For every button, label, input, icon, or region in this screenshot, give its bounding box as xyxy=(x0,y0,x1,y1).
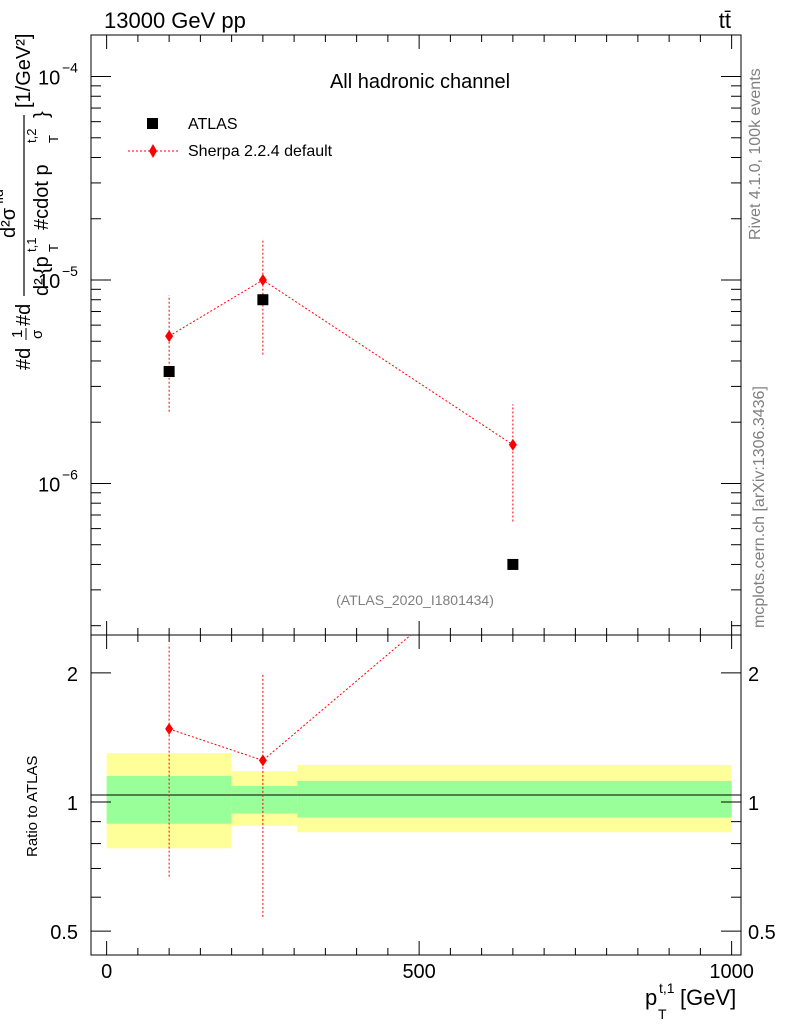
legend-sherpa-marker xyxy=(149,144,157,158)
main-y-tick-exp: −4 xyxy=(62,60,78,76)
ratio-data xyxy=(165,635,412,917)
ratio-y-tick-label-left: 2 xyxy=(67,664,78,686)
main-title: All hadronic channel xyxy=(330,71,510,93)
main-y-tick-label: 10 xyxy=(38,474,60,496)
legend-atlas-marker xyxy=(147,118,158,129)
ylabel-num-sup: fid xyxy=(0,189,6,204)
ylabel-den-t1: t,1 xyxy=(24,238,39,252)
xlabel-p: p xyxy=(645,985,657,1010)
xlabel-units: [GeV] xyxy=(680,985,736,1010)
main-y-label: #d 1 σ #d d²σ fid d² {p t,1 T #cdot p t,… xyxy=(0,34,61,370)
ylabel-frac-den: σ xyxy=(29,329,46,339)
main-panel: 10−410−510−6 All hadronic channel (ATLAS… xyxy=(0,34,742,636)
atlas-point xyxy=(163,366,175,378)
main-data xyxy=(163,238,519,570)
main-y-tick-labels: 10−410−510−6 xyxy=(38,60,78,497)
legend-sherpa-label: Sherpa 2.2.4 default xyxy=(188,143,333,160)
ratio-tick-labels: 0.5 0.5 1 1 2 2 0 500 1000 xyxy=(50,664,776,983)
ratio-y-tick-label-left: 1 xyxy=(67,793,78,815)
header-left: 13000 GeV pp xyxy=(104,8,246,33)
ylabel-frac-num: 1 xyxy=(9,330,26,338)
sherpa-line xyxy=(168,279,514,446)
ylabel-den-T: T xyxy=(46,244,61,252)
ratio-sherpa-point xyxy=(165,722,174,735)
ylabel-mid: #d xyxy=(13,304,35,326)
xlabel-sup: t,1 xyxy=(659,980,675,996)
ratio-sherpa-line xyxy=(168,635,412,761)
ratio-y-tick-label-right: 2 xyxy=(748,664,759,686)
ratio-panel: 0.5 0.5 1 1 2 2 0 500 1000 Ratio to ATLAS p t,1 … xyxy=(24,634,776,1022)
mcplots-label: mcplots.cern.ch [arXiv:1306.3436] xyxy=(751,386,768,628)
rivet-label: Rivet 4.1.0, 100k events xyxy=(747,68,764,240)
atlas-point xyxy=(507,558,519,570)
main-y-tick-exp: −6 xyxy=(62,466,78,482)
sherpa-point xyxy=(258,274,267,287)
ratio-sherpa-point xyxy=(258,754,267,767)
ratio-frame xyxy=(90,634,742,956)
ylabel-den-T2: T xyxy=(46,135,61,143)
ylabel-den-cdot: #cdot p xyxy=(31,164,53,230)
main-y-tick-exp: −5 xyxy=(62,263,78,279)
ylabel-left: #d xyxy=(13,348,35,370)
watermark: (ATLAS_2020_I1801434) xyxy=(336,592,494,608)
ratio-band-inner xyxy=(231,785,298,814)
x-axis-label: p t,1 T [GeV] xyxy=(645,980,736,1022)
sherpa-point xyxy=(165,330,174,343)
ylabel-den-brace: {p xyxy=(31,256,53,274)
legend: ATLAS Sherpa 2.2.4 default xyxy=(128,116,333,160)
ylabel-den-t2: t,2 xyxy=(24,129,39,143)
main-y-tick-label: 10 xyxy=(38,68,60,90)
sherpa-point xyxy=(508,438,517,451)
x-tick-label: 0 xyxy=(101,961,112,983)
ratio-y-tick-label-right: 1 xyxy=(748,793,759,815)
ratio-band-inner xyxy=(297,780,732,818)
main-ticks xyxy=(91,35,741,635)
ratio-bands xyxy=(106,753,732,849)
x-tick-label: 1000 xyxy=(709,961,754,983)
svg-text:#d: #d xyxy=(13,348,35,370)
main-y-tick-label: 10 xyxy=(38,271,60,293)
ylabel-den-d2: d² xyxy=(31,278,53,296)
ratio-y-tick-label-right: 0.5 xyxy=(748,922,776,944)
x-tick-label: 500 xyxy=(402,961,435,983)
ratio-y-tick-label-left: 0.5 xyxy=(50,922,78,944)
ylabel-num: d²σ xyxy=(0,207,20,238)
ylabel-den-close: } xyxy=(31,111,53,118)
header-right: tt̄ xyxy=(719,8,731,33)
ylabel-units: [1/GeV²] xyxy=(13,34,35,108)
atlas-point xyxy=(257,294,269,306)
ratio-ticks xyxy=(91,635,741,955)
xlabel-sub: T xyxy=(658,1006,667,1022)
legend-atlas-label: ATLAS xyxy=(188,116,238,133)
ratio-y-label: Ratio to ATLAS xyxy=(24,756,41,857)
